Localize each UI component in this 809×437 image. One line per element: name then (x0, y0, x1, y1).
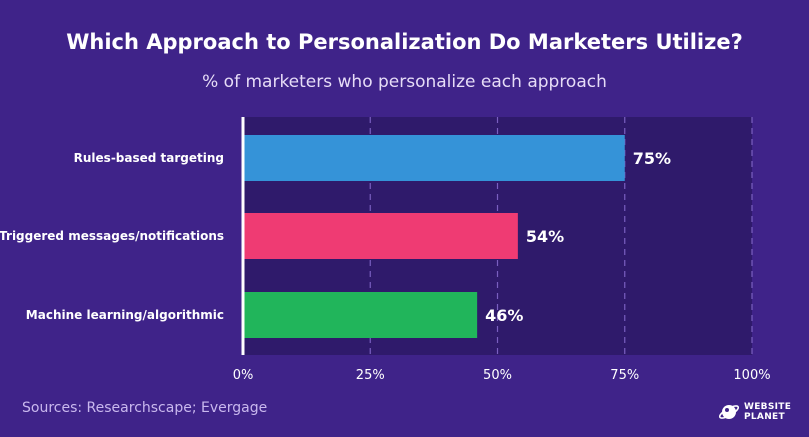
category-label: Rules-based targeting (74, 151, 224, 165)
bar (243, 135, 625, 181)
bar-value-label: 46% (485, 306, 523, 325)
planet-icon (718, 405, 740, 419)
bar-value-label: 54% (526, 227, 564, 246)
bar (243, 292, 478, 338)
x-tick-label: 75% (610, 368, 639, 383)
bar (243, 213, 518, 259)
chart-subtitle: % of marketers who personalize each appr… (202, 72, 607, 92)
category-label: Triggered messages/notifications (0, 229, 224, 243)
x-tick-label: 100% (733, 368, 770, 383)
category-label: Machine learning/algorithmic (26, 308, 224, 322)
website-planet-logo: WEBSITE PLANET (718, 400, 791, 424)
x-tick-label: 25% (356, 368, 385, 383)
chart-title: Which Approach to Personalization Do Mar… (66, 30, 743, 54)
x-tick-label: 50% (483, 368, 512, 383)
logo-line-2: PLANET (744, 412, 785, 422)
source-note: Sources: Researchscape; Evergage (22, 400, 268, 416)
logo-line-1: WEBSITE (744, 402, 792, 412)
bar-value-label: 75% (633, 149, 671, 168)
x-tick-label: 0% (233, 368, 254, 383)
